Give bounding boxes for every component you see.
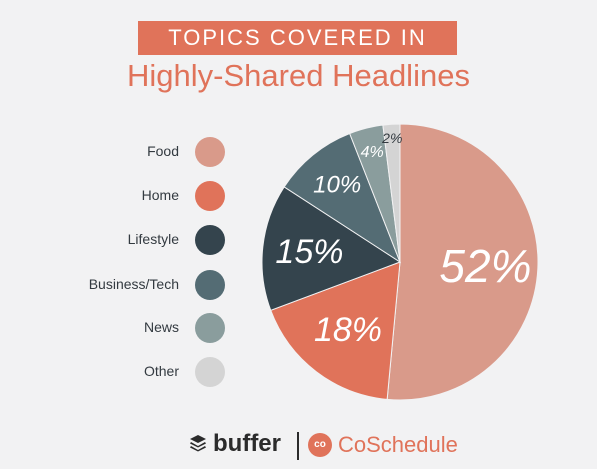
data-label: 15% bbox=[275, 233, 343, 271]
legend-label: Home bbox=[141, 187, 179, 203]
pie-slice-business-tech bbox=[283, 132, 402, 264]
data-label: 2% bbox=[381, 130, 402, 146]
data-label: 52% bbox=[439, 240, 531, 292]
legend-swatch bbox=[195, 181, 225, 211]
legend-item: Food bbox=[60, 137, 225, 167]
legend-item: Business/Tech bbox=[60, 270, 225, 300]
coschedule-logo-icon: co bbox=[308, 433, 332, 457]
coschedule-logo-text: CoSchedule bbox=[338, 432, 458, 457]
pie-slice-other bbox=[382, 123, 401, 263]
legend-swatch bbox=[195, 270, 225, 300]
data-label: 4% bbox=[361, 144, 384, 161]
legend-swatch bbox=[195, 137, 225, 167]
legend-label: Other bbox=[143, 363, 179, 379]
legend-swatch bbox=[195, 357, 225, 387]
legend-item: News bbox=[60, 313, 225, 343]
legend: Food Home Lifestyle Business/Tech News Other bbox=[0, 0, 260, 469]
data-label: 18% bbox=[314, 311, 382, 349]
legend-label: News bbox=[143, 319, 179, 335]
legend-item: Other bbox=[60, 357, 225, 387]
legend-item: Lifestyle bbox=[60, 225, 225, 255]
legend-label: Lifestyle bbox=[127, 231, 179, 247]
footer: buffer co CoSchedule bbox=[0, 430, 597, 464]
pie-slice-home bbox=[270, 261, 401, 400]
title-banner: TOPICS COVERED IN bbox=[138, 21, 457, 55]
legend-item: Home bbox=[60, 181, 225, 211]
buffer-logo-icon bbox=[190, 435, 206, 452]
chart-subtitle: Highly-Shared Headlines bbox=[127, 58, 470, 93]
legend-label: Food bbox=[147, 143, 179, 159]
data-label: 10% bbox=[313, 172, 361, 199]
legend-swatch bbox=[195, 225, 225, 255]
pie-slice-food bbox=[386, 123, 539, 401]
legend-label: Business/Tech bbox=[88, 276, 179, 292]
footer-divider bbox=[297, 432, 299, 460]
pie-slice-lifestyle bbox=[261, 186, 402, 311]
buffer-logo-text: buffer bbox=[213, 430, 281, 457]
legend-swatch bbox=[195, 313, 225, 343]
